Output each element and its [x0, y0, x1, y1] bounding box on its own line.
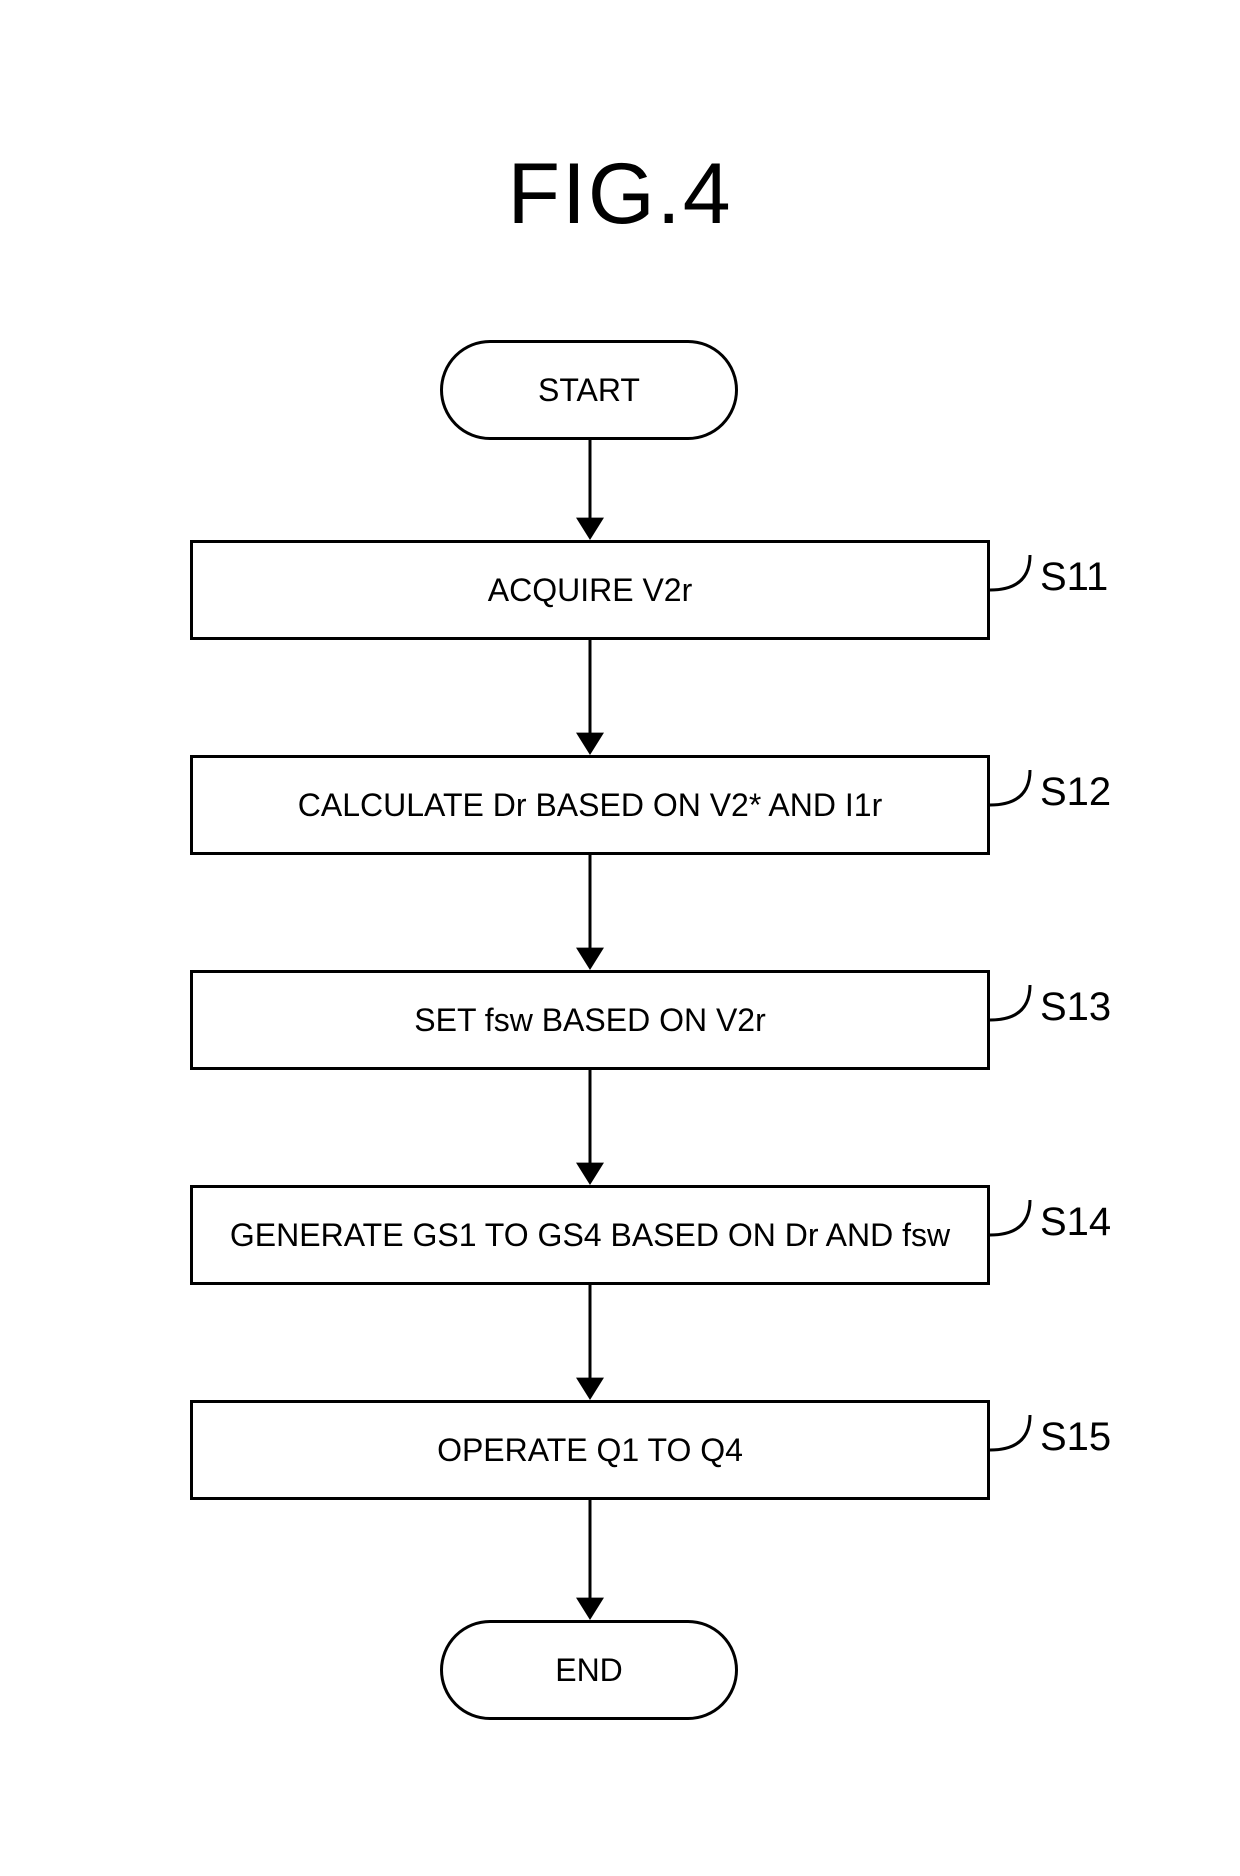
step-label-s12: S12: [1040, 770, 1111, 815]
process-step-text: ACQUIRE V2r: [488, 572, 692, 609]
flow-arrows: [0, 0, 1240, 1876]
end-text: END: [555, 1652, 623, 1689]
process-step-text: GENERATE GS1 TO GS4 BASED ON Dr AND fsw: [230, 1217, 950, 1254]
step-label-s14: S14: [1040, 1200, 1111, 1245]
process-step-s15: OPERATE Q1 TO Q4: [190, 1400, 990, 1500]
start-terminator: START: [440, 340, 738, 440]
process-step-s14: GENERATE GS1 TO GS4 BASED ON Dr AND fsw: [190, 1185, 990, 1285]
process-step-s11: ACQUIRE V2r: [190, 540, 990, 640]
process-step-s12: CALCULATE Dr BASED ON V2* AND I1r: [190, 755, 990, 855]
process-step-text: OPERATE Q1 TO Q4: [437, 1432, 743, 1469]
start-text: START: [538, 372, 640, 409]
step-label-s15: S15: [1040, 1415, 1111, 1460]
step-label-s11: S11: [1040, 555, 1108, 600]
process-step-s13: SET fsw BASED ON V2r: [190, 970, 990, 1070]
process-step-text: SET fsw BASED ON V2r: [414, 1002, 766, 1039]
process-step-text: CALCULATE Dr BASED ON V2* AND I1r: [298, 787, 882, 824]
end-terminator: END: [440, 1620, 738, 1720]
step-label-s13: S13: [1040, 985, 1111, 1030]
figure-title: FIG.4: [507, 145, 732, 244]
